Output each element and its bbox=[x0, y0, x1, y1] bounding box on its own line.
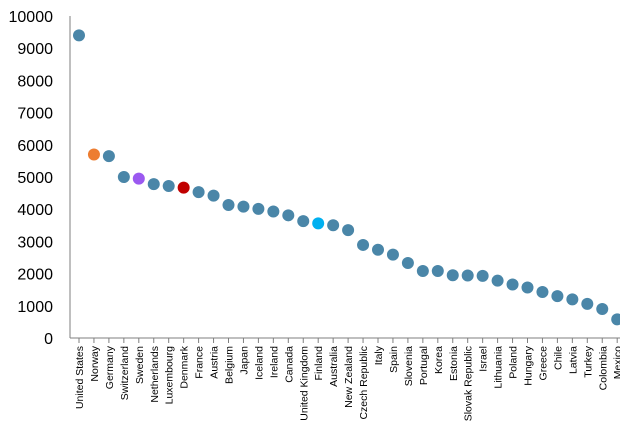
x-tick-label: Slovak Republic bbox=[463, 346, 475, 421]
x-tick-label: Hungary bbox=[523, 345, 535, 385]
data-point-belgium bbox=[222, 199, 235, 212]
x-tick-label: Chile bbox=[552, 346, 564, 370]
data-point-slovenia bbox=[401, 256, 414, 269]
data-point-austria bbox=[207, 189, 220, 202]
data-point-norway bbox=[87, 148, 100, 161]
data-point-turkey bbox=[581, 297, 594, 310]
x-tick-label: Spain bbox=[388, 346, 400, 373]
x-tick-label: Norway bbox=[89, 345, 101, 381]
x-tick-label: Ireland bbox=[268, 346, 280, 378]
x-tick-label: Latvia bbox=[567, 346, 579, 374]
x-tick-label: Mexico bbox=[612, 346, 620, 379]
y-tick-label: 4000 bbox=[17, 202, 53, 219]
x-tick-label: New Zealand bbox=[343, 346, 355, 408]
x-tick-label: Canada bbox=[283, 346, 295, 383]
y-tick-label: 1000 bbox=[17, 299, 53, 316]
data-point-france bbox=[192, 186, 205, 199]
y-tick-label: 2000 bbox=[17, 267, 53, 284]
data-points bbox=[73, 29, 620, 326]
x-tick-label: Colombia bbox=[597, 346, 609, 391]
data-point-portugal bbox=[416, 265, 429, 278]
data-point-chile bbox=[551, 290, 564, 303]
data-point-iceland bbox=[252, 202, 265, 215]
x-tick-label: Netherlands bbox=[149, 346, 161, 403]
x-tick-label: Japan bbox=[238, 346, 250, 375]
x-tick-label: Italy bbox=[373, 345, 385, 365]
data-point-lithuania bbox=[491, 274, 504, 287]
data-point-netherlands bbox=[147, 178, 160, 191]
x-tick-label: Switzerland bbox=[119, 346, 131, 400]
x-tick-label: Israel bbox=[478, 346, 490, 372]
data-point-japan bbox=[237, 200, 250, 213]
data-point-canada bbox=[282, 209, 295, 222]
data-point-switzerland bbox=[117, 171, 130, 183]
data-point-ireland bbox=[267, 205, 280, 218]
x-tick-label: Denmark bbox=[179, 345, 191, 388]
data-point-slovak-republic bbox=[461, 269, 474, 282]
x-tick-label: Belgium bbox=[224, 346, 236, 384]
y-tick-label: 3000 bbox=[17, 234, 53, 251]
data-point-united-states bbox=[73, 29, 85, 42]
data-point-denmark bbox=[177, 181, 190, 194]
y-tick-label: 9000 bbox=[17, 41, 53, 58]
x-tick-label: Slovenia bbox=[403, 346, 415, 386]
data-point-united-kingdom bbox=[297, 215, 310, 228]
data-point-czech-republic bbox=[357, 238, 370, 251]
x-tick-label: Germany bbox=[104, 345, 116, 389]
x-tick-label: United Kingdom bbox=[298, 346, 310, 421]
x-tick-label: Luxembourg bbox=[164, 346, 176, 405]
data-point-new-zealand bbox=[342, 224, 355, 237]
x-tick-label: Czech Republic bbox=[358, 346, 370, 420]
x-tick-label: Austria bbox=[209, 346, 221, 379]
data-point-poland bbox=[506, 278, 519, 291]
data-point-estonia bbox=[446, 269, 459, 282]
data-point-korea bbox=[431, 265, 444, 278]
x-tick-labels: United States Norway Germany Switzerland Swe… bbox=[74, 338, 620, 421]
y-tick-label: 10000 bbox=[9, 9, 54, 26]
x-tick-label: Estonia bbox=[448, 346, 460, 381]
data-point-germany bbox=[102, 150, 115, 163]
y-tick-labels: 0 1000 2000 3000 4000 5000 6000 7000 8000 9000 100… bbox=[9, 9, 54, 348]
data-point-sweden bbox=[132, 172, 145, 185]
x-tick-label: Lithuania bbox=[493, 346, 505, 389]
y-tick-label: 6000 bbox=[17, 138, 53, 155]
data-point-australia bbox=[327, 219, 340, 232]
data-point-spain bbox=[386, 248, 399, 261]
x-tick-label: Portugal bbox=[418, 346, 430, 385]
data-point-mexico bbox=[611, 313, 620, 326]
data-point-italy bbox=[372, 243, 384, 256]
y-tick-label: 5000 bbox=[17, 170, 53, 187]
x-tick-label: Iceland bbox=[253, 346, 265, 380]
x-tick-label: Poland bbox=[508, 346, 520, 379]
x-tick-label: France bbox=[194, 346, 206, 379]
data-point-finland bbox=[312, 217, 325, 230]
data-point-latvia bbox=[566, 293, 579, 306]
data-point-greece bbox=[536, 285, 549, 298]
x-tick-label: Korea bbox=[433, 346, 445, 374]
data-point-israel bbox=[476, 269, 489, 282]
x-tick-label: United States bbox=[74, 346, 86, 409]
x-tick-label: Sweden bbox=[134, 346, 146, 384]
x-tick-label: Turkey bbox=[582, 345, 594, 377]
data-point-colombia bbox=[596, 303, 609, 316]
y-tick-label: 7000 bbox=[17, 106, 53, 123]
data-point-luxembourg bbox=[162, 180, 175, 193]
x-tick-label: Greece bbox=[537, 346, 549, 381]
y-tick-label: 0 bbox=[44, 331, 53, 348]
x-tick-label: Australia bbox=[328, 346, 340, 387]
data-point-hungary bbox=[521, 281, 534, 294]
y-tick-label: 8000 bbox=[17, 73, 53, 90]
x-tick-label: Finland bbox=[313, 346, 325, 381]
